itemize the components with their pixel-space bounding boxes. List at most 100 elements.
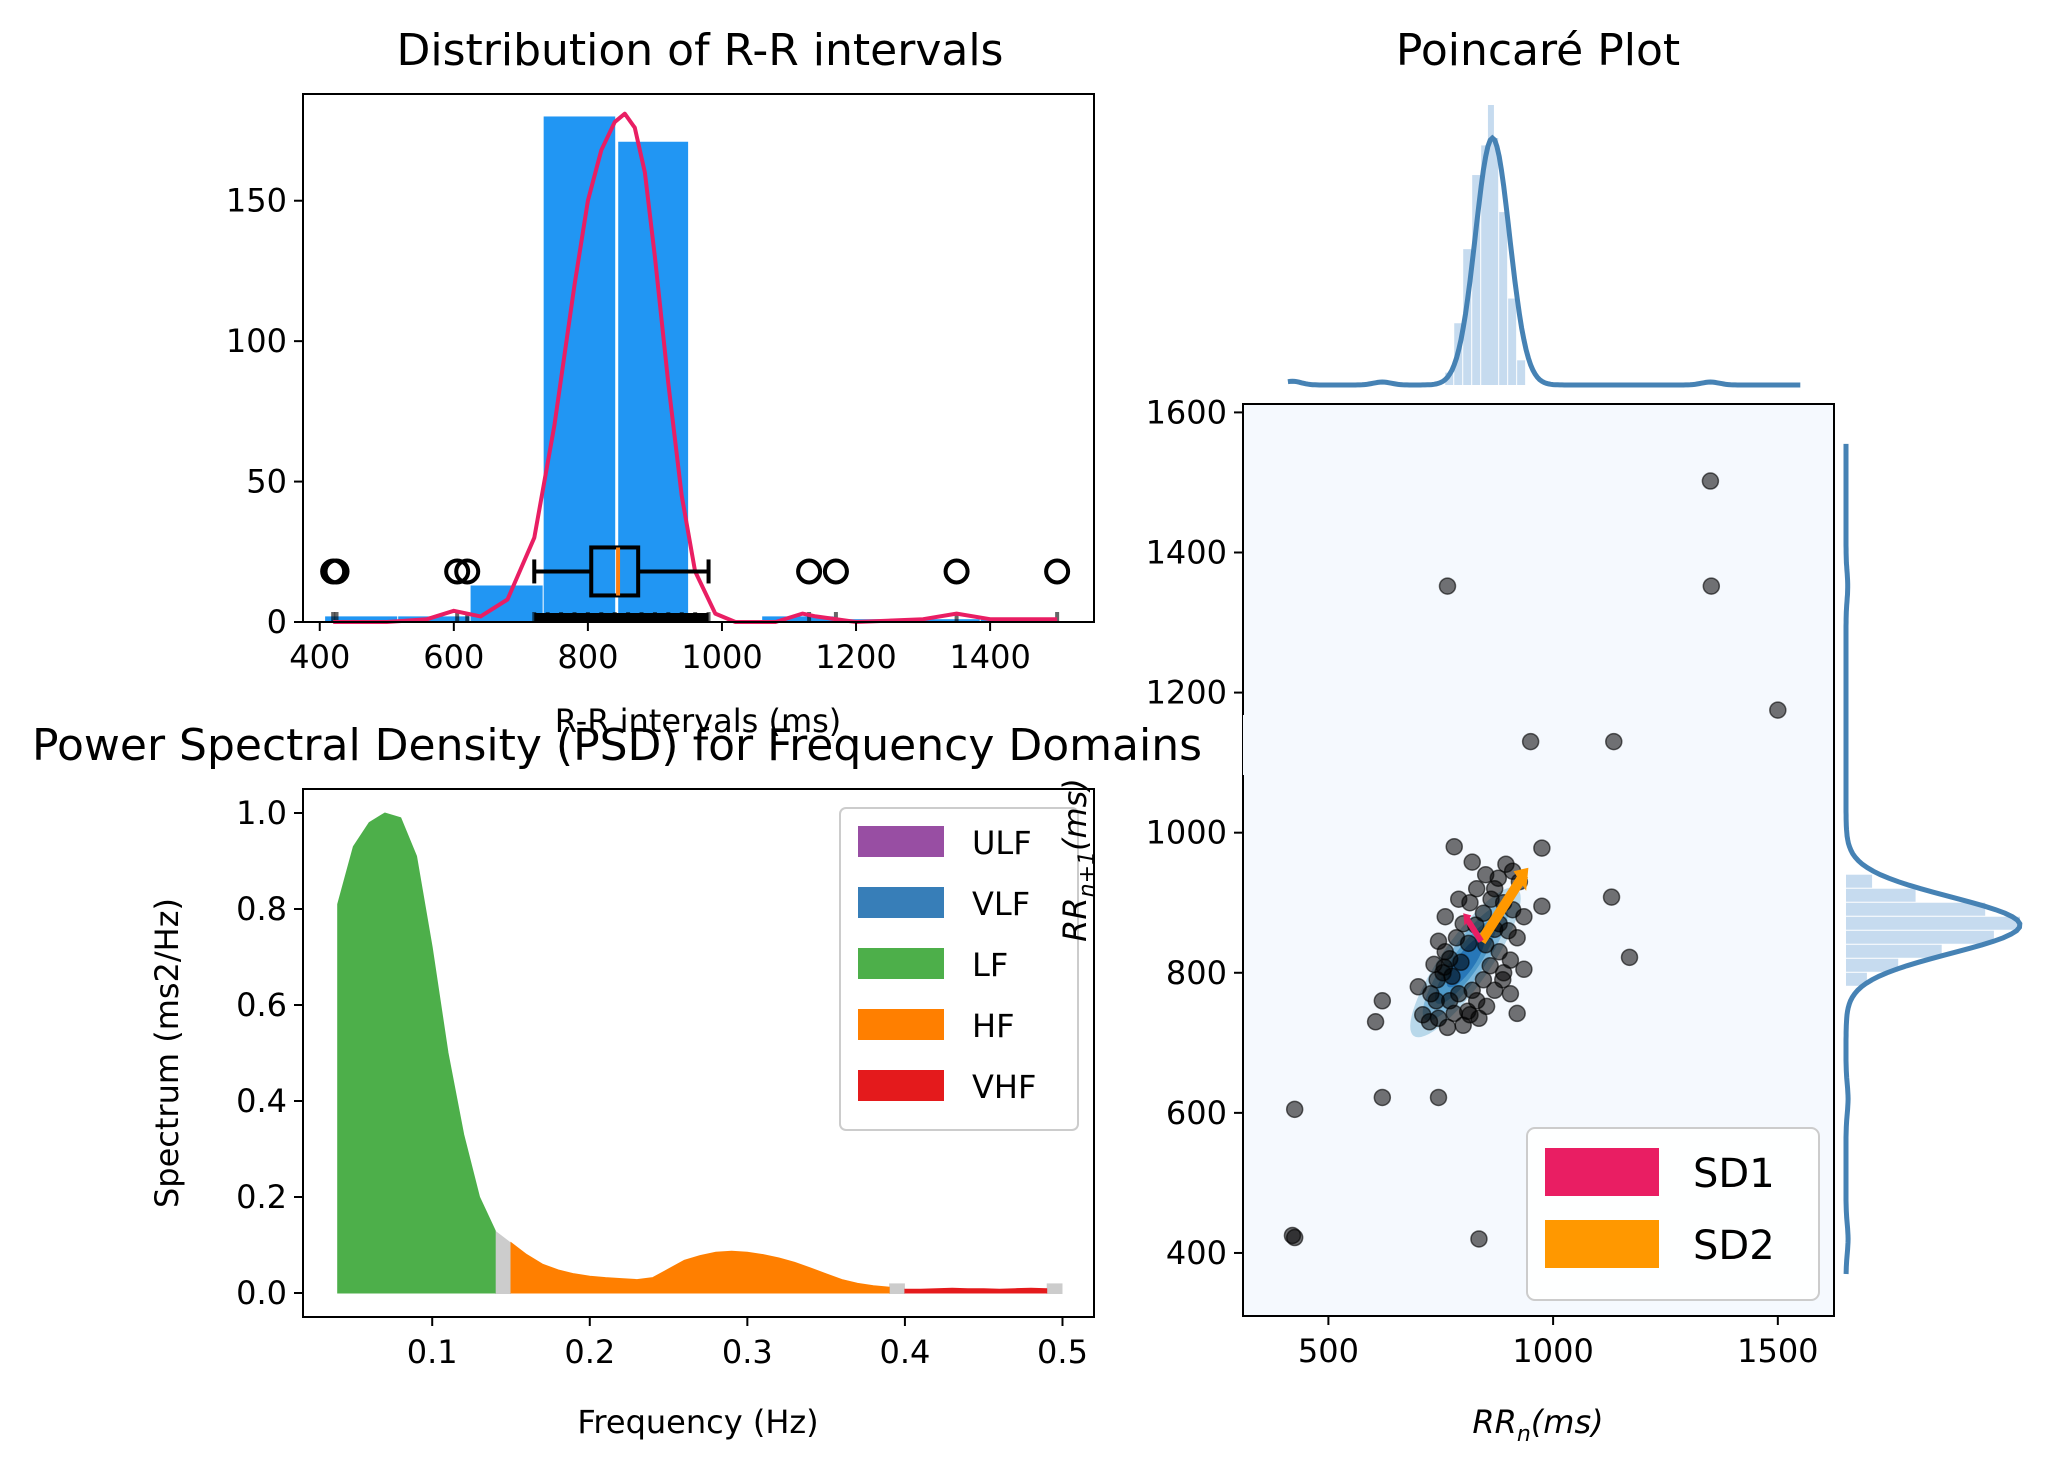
rr-distribution-xlabel: R-R intervals (ms)	[555, 702, 842, 740]
x-tick-label: 500	[1298, 1332, 1359, 1370]
scatter-point	[1489, 869, 1508, 887]
x-tick-label: 0.4	[879, 1333, 930, 1371]
boxplot-outlier	[323, 558, 350, 585]
x-tick-label: 1000	[681, 638, 762, 676]
scatter-point	[1470, 1230, 1488, 1248]
x-tick-label: 0.1	[407, 1333, 458, 1371]
x-tick-label: 800	[557, 638, 618, 676]
scatter-point	[1474, 971, 1493, 989]
scatter-point	[1429, 1009, 1448, 1028]
marginal-bar	[1846, 916, 2020, 930]
marginal-bar	[1846, 888, 1916, 902]
scatter-point	[1769, 701, 1787, 719]
psd-plot-area	[337, 812, 1063, 1294]
poincare-panel: Poincaré Plot 500 1000 1500 400 600 800 1000 12…	[1056, 25, 2023, 1447]
scatter-point	[1508, 1004, 1526, 1023]
y-tick-label: 1200	[1146, 674, 1227, 712]
y-tick-label: 100	[226, 322, 287, 360]
histogram-bar	[616, 141, 689, 622]
scatter-point	[1429, 1088, 1448, 1107]
scatter-point	[1515, 960, 1533, 979]
title-overflow-mask	[1243, 715, 1283, 775]
x-tick-label: 600	[423, 638, 484, 676]
psd-band-vhf	[904, 1287, 1048, 1294]
legend-label-hf: HF	[972, 1007, 1014, 1045]
scatter-point	[1459, 934, 1478, 953]
scatter-point	[1285, 1100, 1304, 1119]
boxplot-outlier	[796, 558, 823, 585]
boxplot-outlier	[1044, 558, 1071, 585]
scatter-point	[1436, 907, 1454, 926]
sd1-arrow-head	[1463, 913, 1472, 926]
psd-panel: 0.1 0.2 0.3 0.4 0.5 0.0 0.2 0.4 0.6 0.8 1.0 Freque…	[148, 788, 1095, 1441]
legend-label-ulf: ULF	[972, 824, 1032, 862]
scatter-point	[1485, 981, 1504, 1000]
histogram-bar	[762, 616, 834, 622]
scatter-point	[1435, 958, 1454, 976]
scatter-point	[1373, 1088, 1392, 1107]
scatter-point	[1533, 839, 1551, 857]
y-tick-label: 0.4	[236, 1082, 287, 1120]
histogram-bar	[907, 619, 980, 622]
scatter-point	[1445, 1004, 1463, 1023]
marginal-bar	[1846, 958, 1899, 972]
y-tick-label: 50	[246, 463, 287, 501]
legend-label-lf: LF	[972, 946, 1008, 984]
x-tick-label: 1200	[815, 638, 896, 676]
scatter-point	[1470, 1009, 1488, 1028]
legend-label-sd2: SD2	[1693, 1223, 1775, 1269]
psd-band-hf	[510, 1241, 890, 1294]
y-tick-label: 0	[267, 603, 287, 641]
rr-distribution-panel: Distribution of R-R intervals 400 600 800 1…	[226, 25, 1095, 740]
marginal-bar	[1846, 930, 1994, 944]
psd-legend: ULF VLF LF HF VHF	[839, 807, 1079, 1131]
band-gap	[495, 1230, 511, 1293]
legend-label-sd1: SD1	[1693, 1151, 1775, 1197]
y-tick-label: 800	[1166, 954, 1227, 992]
scatter-point	[1605, 732, 1623, 751]
y-tick-label: 1000	[1146, 814, 1227, 852]
scatter-point	[1463, 853, 1481, 871]
psd-title: Power Spectral Density (PSD) for Frequen…	[32, 720, 1202, 771]
y-tick-label: 1600	[1146, 393, 1227, 431]
y-tick-label: 400	[1166, 1234, 1227, 1272]
marginal-bar	[1508, 298, 1517, 385]
y-tick-label: 0.6	[236, 986, 287, 1024]
marginal-bar	[1517, 360, 1526, 385]
poincare-axes: 500 1000 1500 400 600 800 1000 1200 1400 1600	[1146, 393, 1819, 1370]
rr-distribution-frame	[302, 93, 1095, 623]
psd-band-lf	[337, 812, 496, 1294]
boxplot-outlier	[454, 558, 481, 585]
boxplot-outlier	[444, 558, 471, 585]
poincare-frame	[1242, 403, 1835, 1317]
legend-label-vhf: VHF	[972, 1068, 1036, 1106]
scatter-point	[1285, 1228, 1304, 1247]
y-tick-label: 150	[226, 182, 287, 220]
poincare-right-marginal	[1843, 443, 2023, 1275]
scatter-point	[1366, 1013, 1385, 1031]
scatter-point	[1482, 890, 1500, 908]
x-tick-label: 1000	[1512, 1332, 1593, 1370]
psd-frame	[302, 788, 1095, 1318]
poincare-xlabel: RRn(ms)	[1472, 1403, 1603, 1447]
legend-swatch-sd1	[1545, 1148, 1659, 1196]
legend-swatch-hf	[858, 1009, 944, 1040]
x-tick-label: 0.5	[1037, 1333, 1088, 1371]
scatter-point	[1449, 890, 1468, 908]
marginal-bar	[1490, 138, 1499, 385]
sd2-arrow	[1476, 872, 1529, 944]
scatter-point	[1429, 932, 1448, 951]
scatter-point	[1533, 897, 1551, 915]
y-tick-label: 0.0	[236, 1274, 287, 1312]
marginal-bar	[1472, 175, 1481, 385]
legend-swatch-lf	[858, 948, 944, 979]
boxplot-outlier	[822, 558, 849, 585]
poincare-plot-area	[1283, 472, 1787, 1248]
scatter-point	[1373, 992, 1392, 1010]
legend-swatch-sd2	[1545, 1220, 1659, 1268]
legend-swatch-vlf	[858, 887, 944, 918]
poincare-legend: SD1 SD2	[1526, 1127, 1820, 1301]
boxplot-box	[589, 545, 641, 598]
scatter-point	[1701, 472, 1720, 490]
